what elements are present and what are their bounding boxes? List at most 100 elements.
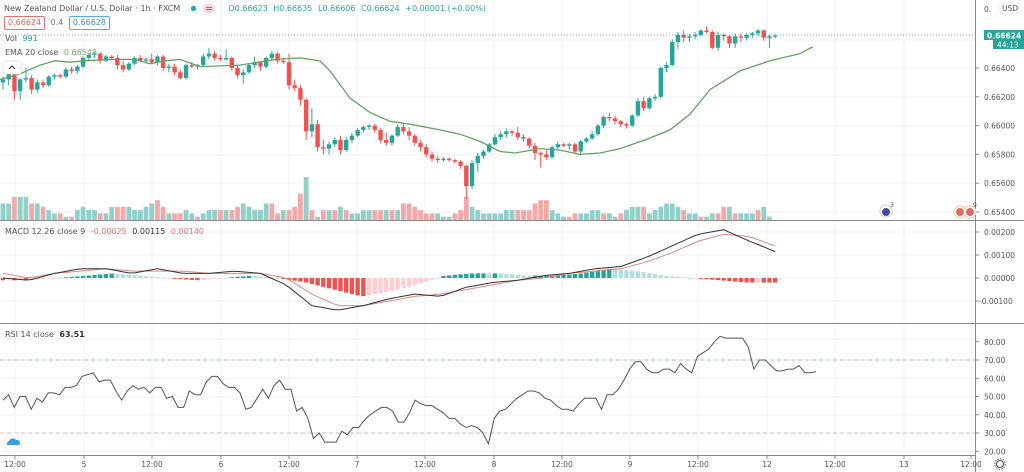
price-axis-ticks: 0.66400 0.66200 0.66000 0.65800 0.65600 0.654…	[975, 64, 1015, 217]
ema-label: EMA 20 close	[5, 48, 59, 57]
market-status-icon[interactable]	[187, 4, 198, 13]
candle-body	[761, 30, 766, 38]
ema-legend[interactable]: EMA 20 close 0.66548	[5, 47, 100, 58]
volume-value: 991	[22, 34, 38, 43]
ema-value: 0.66548	[63, 48, 97, 57]
current-price-value: 0.66624	[987, 32, 1021, 41]
tradingview-cloud-icon[interactable]	[3, 432, 23, 452]
candle-body	[446, 158, 452, 161]
volume-bar	[309, 210, 315, 220]
candle-body	[452, 160, 458, 162]
volume-legend[interactable]: Vol 991	[5, 33, 41, 44]
volume-bar	[160, 206, 166, 220]
volume-bar	[401, 203, 406, 220]
candle-body	[378, 129, 383, 140]
volume-bar	[80, 206, 86, 220]
price-pane[interactable]	[0, 26, 975, 220]
candle-body	[755, 30, 761, 34]
candle-body	[241, 72, 246, 76]
ohlc-change: +0.00001 (+0.00%)	[405, 4, 486, 13]
macd-histogram-bar	[355, 278, 360, 296]
symbol-legend[interactable]: New Zealand Dollar / U.S. Dollar · 1h · …	[4, 3, 489, 14]
candle-body	[601, 116, 606, 126]
volume-bar	[498, 213, 504, 220]
candle-body	[12, 73, 17, 92]
volume-bar	[263, 203, 269, 220]
macd-histogram-bar	[681, 277, 686, 279]
candle-body	[361, 127, 366, 130]
candle-body	[406, 131, 412, 136]
candle-body	[23, 78, 29, 80]
macd-label: MACD 12 26 close 9	[5, 227, 86, 236]
volume-bar	[195, 216, 200, 220]
macd-histogram-bar	[303, 278, 309, 283]
macd-histogram-bar	[509, 274, 515, 278]
volume-bar	[166, 213, 172, 220]
macd-histogram-bar	[710, 278, 715, 280]
volume-label: Vol	[5, 34, 17, 43]
economic-event-marker[interactable]: 3	[879, 202, 894, 218]
rsi-pane[interactable]	[0, 335, 975, 446]
candle-body	[721, 34, 726, 37]
macd-histogram-bar	[46, 278, 51, 279]
macd-histogram-bar	[572, 273, 578, 278]
macd-histogram-bar	[366, 278, 372, 296]
volume-bar	[189, 213, 195, 220]
volume-bar	[675, 206, 681, 220]
price-tick-label: 0.66400	[984, 64, 1015, 73]
candle-body	[40, 82, 46, 86]
macd-pane[interactable]	[0, 229, 778, 311]
candle-body	[424, 147, 429, 155]
economic-event-marker[interactable]: 9	[953, 202, 977, 219]
candle-body	[332, 140, 337, 145]
macd-histogram-bar	[755, 278, 761, 283]
candle-body	[681, 34, 686, 38]
candle-body	[658, 68, 663, 97]
currency-badge[interactable]	[999, 2, 1019, 15]
event-count: 9	[973, 202, 977, 209]
symbol-title[interactable]: New Zealand Dollar / U.S. Dollar · 1h · …	[4, 4, 181, 13]
volume-bar	[492, 213, 498, 220]
volume-bar	[229, 210, 235, 220]
volume-bar	[63, 216, 69, 220]
time-axis-ticks[interactable]: 12:00 5 12:00 6 12:00 7 12:00 8 12:00 9 12:00 12 12:…	[4, 455, 982, 469]
candle-body	[206, 53, 212, 57]
macd-histogram-bar	[338, 278, 343, 292]
candle-body	[715, 34, 721, 48]
volume-bar	[601, 213, 606, 220]
ohlc-close: C0.66624	[361, 4, 400, 13]
macd-legend[interactable]: MACD 12 26 close 9 -0.00025 0.00115 0.00…	[5, 226, 207, 237]
rsi-legend[interactable]: RSI 14 close 63.51	[5, 329, 88, 340]
macd-histogram-bar	[246, 275, 252, 278]
macd-histogram-bar	[69, 276, 74, 278]
volume-bar	[555, 213, 561, 220]
volume-bar	[429, 213, 435, 220]
candle-body	[664, 65, 669, 68]
candle-body	[492, 137, 498, 145]
buy-button[interactable]: 0.66628	[68, 16, 111, 30]
volume-bar	[69, 216, 75, 220]
volume-bar	[446, 216, 452, 220]
candle-body	[652, 96, 658, 99]
rsi-tick-label: 20.00	[984, 447, 1006, 456]
sell-button[interactable]: 0.66624	[4, 16, 46, 30]
macd-histogram-bar	[23, 278, 29, 281]
candle-body	[504, 131, 509, 135]
data-menu-icon[interactable]	[202, 4, 215, 13]
macd-histogram-bar	[98, 274, 103, 278]
macd-histogram-bar	[235, 276, 240, 278]
price-axis[interactable]: 0. USD	[984, 2, 1019, 15]
volume-bar	[320, 210, 326, 220]
candle-body	[218, 57, 223, 60]
macd-histogram-bar	[332, 278, 337, 290]
collapse-legend-button[interactable]	[2, 60, 22, 75]
candle-body	[458, 161, 463, 166]
volume-bar	[727, 206, 732, 220]
candle-body	[103, 56, 109, 61]
candle-body	[29, 78, 34, 90]
candle-body	[309, 124, 315, 132]
settings-gear-icon[interactable]	[994, 458, 1006, 470]
volume-bar	[612, 216, 618, 220]
volume-bar	[378, 210, 383, 220]
